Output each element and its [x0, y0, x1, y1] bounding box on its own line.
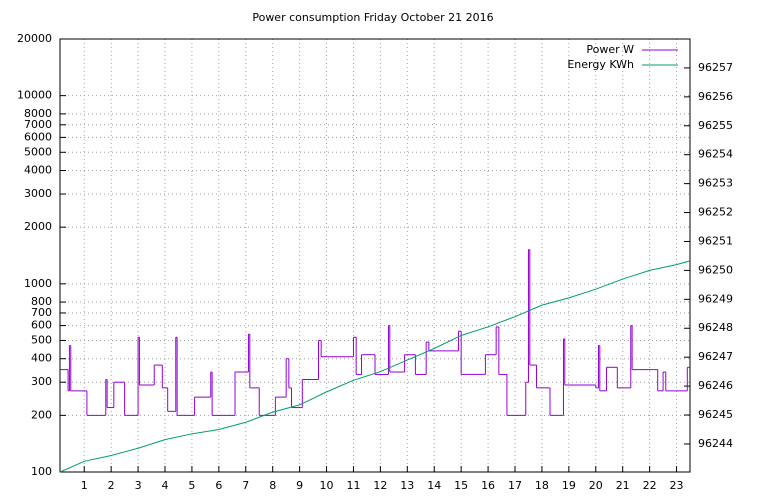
- chart-title: Power consumption Friday October 21 2016: [252, 11, 493, 24]
- x-tick-label: 9: [296, 479, 303, 492]
- plot-frame: [59, 38, 691, 473]
- x-tick-label: 6: [215, 479, 222, 492]
- y2-tick-label: 96247: [698, 350, 733, 363]
- x-tick-label: 18: [535, 479, 549, 492]
- x-tick-label: 4: [162, 479, 169, 492]
- y-tick-label: 4000: [24, 164, 52, 177]
- x-tick-label: 10: [320, 479, 334, 492]
- y-tick-label: 5000: [24, 145, 52, 158]
- legend-label: Power W: [586, 43, 634, 56]
- x-tick-label: 15: [454, 479, 468, 492]
- x-tick-label: 19: [562, 479, 576, 492]
- y2-tick-label: 96245: [698, 408, 733, 421]
- x-tick-label: 14: [427, 479, 441, 492]
- x-tick-label: 23: [670, 479, 684, 492]
- y2-tick-label: 96252: [698, 206, 733, 219]
- y2-tick-label: 96249: [698, 292, 733, 305]
- y2-tick-label: 96251: [698, 234, 733, 247]
- x-tick-label: 20: [589, 479, 603, 492]
- y-tick-label: 600: [31, 319, 52, 332]
- x-tick-label: 13: [400, 479, 414, 492]
- y-tick-label: 10000: [17, 89, 52, 102]
- y-tick-label: 700: [31, 306, 52, 319]
- x-tick-label: 17: [508, 479, 522, 492]
- y-tick-label: 1000: [24, 277, 52, 290]
- y2-tick-label: 96254: [698, 148, 733, 161]
- y-tick-label: 300: [31, 375, 52, 388]
- x-tick-label: 21: [616, 479, 630, 492]
- legend-label: Energy KWh: [567, 58, 634, 71]
- y2-tick-label: 96257: [698, 61, 733, 74]
- y-tick-label: 400: [31, 352, 52, 365]
- y-tick-label: 100: [31, 465, 52, 478]
- y2-tick-label: 96253: [698, 177, 733, 190]
- y-tick-label: 20000: [17, 32, 52, 45]
- x-tick-label: 11: [346, 479, 360, 492]
- x-tick-label: 5: [188, 479, 195, 492]
- y-tick-label: 2000: [24, 220, 52, 233]
- energy-line: [59, 260, 691, 473]
- x-tick-label: 7: [242, 479, 249, 492]
- y-tick-label: 8000: [24, 107, 52, 120]
- x-tick-label: 2: [108, 479, 115, 492]
- y-tick-label: 800: [31, 295, 52, 308]
- y-tick-label: 7000: [24, 118, 52, 131]
- x-tick-label: 8: [269, 479, 276, 492]
- y-tick-label: 200: [31, 408, 52, 421]
- y-tick-label: 6000: [24, 130, 52, 143]
- y2-tick-label: 96248: [698, 321, 733, 334]
- x-tick-label: 22: [643, 479, 657, 492]
- y-tick-label: 500: [31, 333, 52, 346]
- x-tick-label: 1: [81, 479, 88, 492]
- y2-tick-label: 96246: [698, 379, 733, 392]
- y2-tick-label: 96256: [698, 90, 733, 103]
- y-tick-label: 3000: [24, 187, 52, 200]
- x-tick-label: 3: [135, 479, 142, 492]
- y2-tick-label: 96255: [698, 119, 733, 132]
- y2-tick-label: 96250: [698, 263, 733, 276]
- x-tick-label: 16: [481, 479, 495, 492]
- x-tick-label: 12: [373, 479, 387, 492]
- y2-tick-label: 96244: [698, 437, 733, 450]
